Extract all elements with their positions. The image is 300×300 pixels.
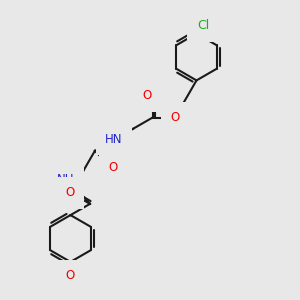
Text: Cl: Cl	[197, 19, 209, 32]
Text: O: O	[170, 111, 180, 124]
Text: O: O	[65, 186, 74, 199]
Text: O: O	[65, 269, 74, 282]
Text: O: O	[108, 161, 118, 174]
Text: O: O	[142, 89, 152, 103]
Text: NH: NH	[57, 173, 75, 186]
Text: HN: HN	[105, 133, 122, 146]
